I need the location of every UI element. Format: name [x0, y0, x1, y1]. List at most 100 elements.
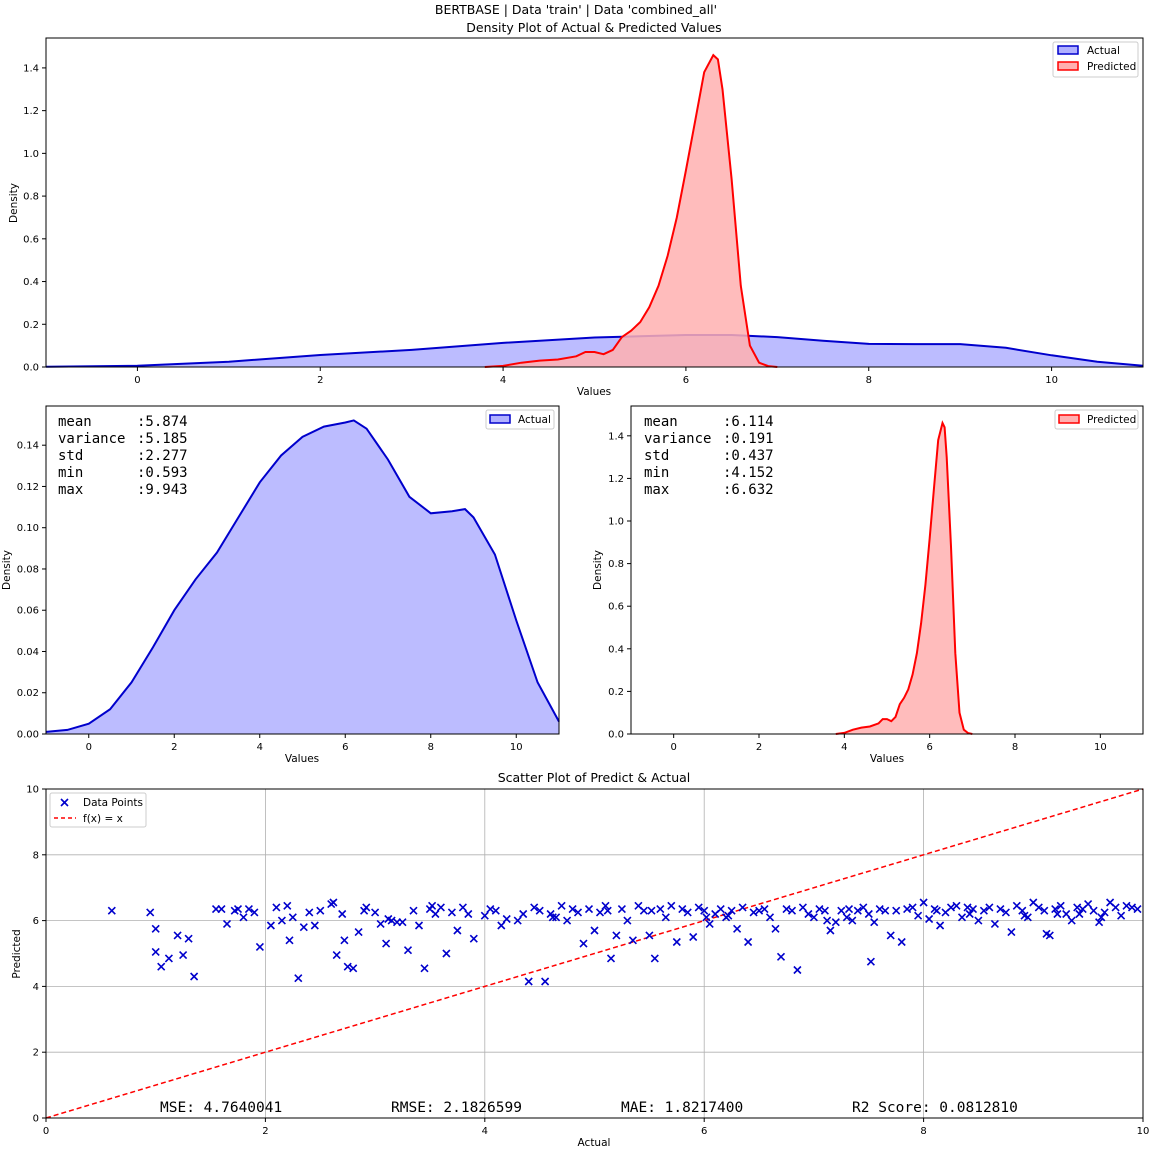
actual-y-tick-label: 0.10	[17, 523, 39, 534]
data-point	[157, 962, 166, 971]
data-point	[579, 939, 588, 948]
data-point	[299, 923, 308, 932]
overlay-density-plot: Density Plot of Actual & Predicted Value…	[8, 20, 1144, 398]
overlay-legend: Actual Predicted	[1052, 41, 1139, 78]
data-point	[541, 977, 550, 986]
predicted-x-tick-label: 8	[1012, 742, 1018, 753]
data-point	[552, 913, 561, 922]
stat-value-max: :6.632	[723, 482, 774, 498]
data-point	[272, 903, 281, 912]
data-point	[952, 901, 961, 910]
actual-y-tick-label: 0.06	[17, 606, 39, 617]
overlay-x-axis-label: Values	[577, 386, 611, 398]
data-point	[329, 898, 338, 907]
data-point	[782, 905, 791, 914]
actual-y-tick-label: 0.04	[17, 647, 39, 658]
actual-density-curve	[45, 419, 560, 733]
data-point	[897, 937, 906, 947]
data-point	[288, 913, 297, 922]
data-point	[513, 916, 522, 925]
legend-swatch-actual	[489, 414, 511, 424]
data-point	[1062, 909, 1071, 919]
data-point	[1111, 903, 1120, 912]
data-point	[230, 906, 239, 915]
actual-stats-box: mean :5.874 variance :5.185 std :2.277 m…	[58, 414, 188, 498]
data-point	[349, 964, 358, 973]
predicted-density-curve	[484, 53, 778, 368]
data-point	[310, 921, 319, 930]
data-point	[623, 916, 632, 925]
predicted-x-axis-label: Values	[870, 753, 904, 765]
stat-label-max: max	[58, 482, 83, 498]
scatter-y-tick-label: 6	[33, 916, 39, 927]
data-point	[340, 936, 349, 945]
data-point	[875, 905, 884, 914]
data-point	[639, 906, 648, 915]
figure-suptitle: BERTBASE | Data 'train' | Data 'combined…	[435, 2, 717, 17]
data-point	[647, 906, 656, 915]
identity-line	[45, 788, 1144, 1119]
data-point	[1042, 929, 1051, 938]
data-point	[886, 931, 895, 940]
overlay-axes-frame	[45, 37, 1144, 368]
data-point	[908, 903, 917, 912]
data-point	[760, 905, 769, 914]
actual-density-plot: 0 2 4 6 8 100.000.020.040.060.080.100.120.14 …	[1, 405, 560, 765]
scatter-y-axis-label: Predicted	[11, 929, 23, 978]
data-point	[398, 918, 407, 927]
data-point	[1089, 906, 1098, 915]
predicted-axes-frame	[630, 405, 1144, 735]
stat-label-mean: mean	[58, 414, 92, 430]
overlay-y-tick-label: 0.4	[23, 277, 39, 288]
data-point	[979, 906, 988, 915]
data-point	[667, 901, 676, 910]
data-point	[480, 911, 489, 920]
stat-label-variance: variance	[644, 431, 711, 447]
data-point	[645, 931, 654, 940]
predicted-y-tick-label: 1.4	[608, 431, 624, 442]
data-point	[266, 921, 275, 930]
data-point	[151, 924, 160, 933]
actual-x-tick-label: 8	[428, 742, 434, 753]
predicted-y-tick-label: 0.6	[608, 602, 624, 613]
data-point	[936, 921, 945, 930]
actual-y-tick-label: 0.08	[17, 564, 39, 575]
data-point	[222, 919, 232, 928]
data-point	[990, 919, 999, 928]
data-point	[892, 906, 901, 915]
data-point	[853, 906, 862, 915]
scatter-x-tick-label: 10	[1137, 1126, 1150, 1137]
predicted-density-curve	[835, 420, 973, 735]
legend-swatch-actual	[1057, 45, 1079, 55]
stat-value-variance: :5.185	[137, 431, 188, 447]
data-point	[700, 906, 709, 915]
data-point	[702, 913, 711, 922]
legend-marker-data-points	[60, 798, 69, 807]
actual-x-tick-label: 2	[171, 742, 177, 753]
data-point	[716, 905, 725, 914]
stat-label-variance: variance	[58, 431, 125, 447]
legend-label-actual: Actual	[1087, 45, 1120, 57]
data-point	[1056, 901, 1065, 910]
data-point	[403, 946, 413, 955]
data-point	[606, 954, 616, 963]
data-point	[151, 947, 160, 956]
scatter-x-tick-label: 6	[701, 1126, 707, 1137]
data-point	[442, 949, 451, 958]
data-point	[1053, 909, 1062, 919]
data-point	[250, 908, 259, 917]
data-point	[776, 952, 786, 961]
data-point	[787, 906, 797, 915]
stat-label-std: std	[58, 448, 83, 464]
data-point	[661, 913, 670, 922]
data-point	[384, 914, 393, 924]
stat-value-min: :4.152	[723, 465, 774, 481]
data-point	[1018, 906, 1027, 915]
data-point	[656, 905, 665, 914]
overlay-title: Density Plot of Actual & Predicted Value…	[466, 20, 721, 35]
predicted-x-tick-label: 0	[670, 742, 676, 753]
data-point	[727, 906, 736, 915]
actual-axes-frame	[45, 405, 560, 735]
data-point	[568, 905, 577, 914]
predicted-y-tick-label: 0.2	[608, 687, 624, 698]
